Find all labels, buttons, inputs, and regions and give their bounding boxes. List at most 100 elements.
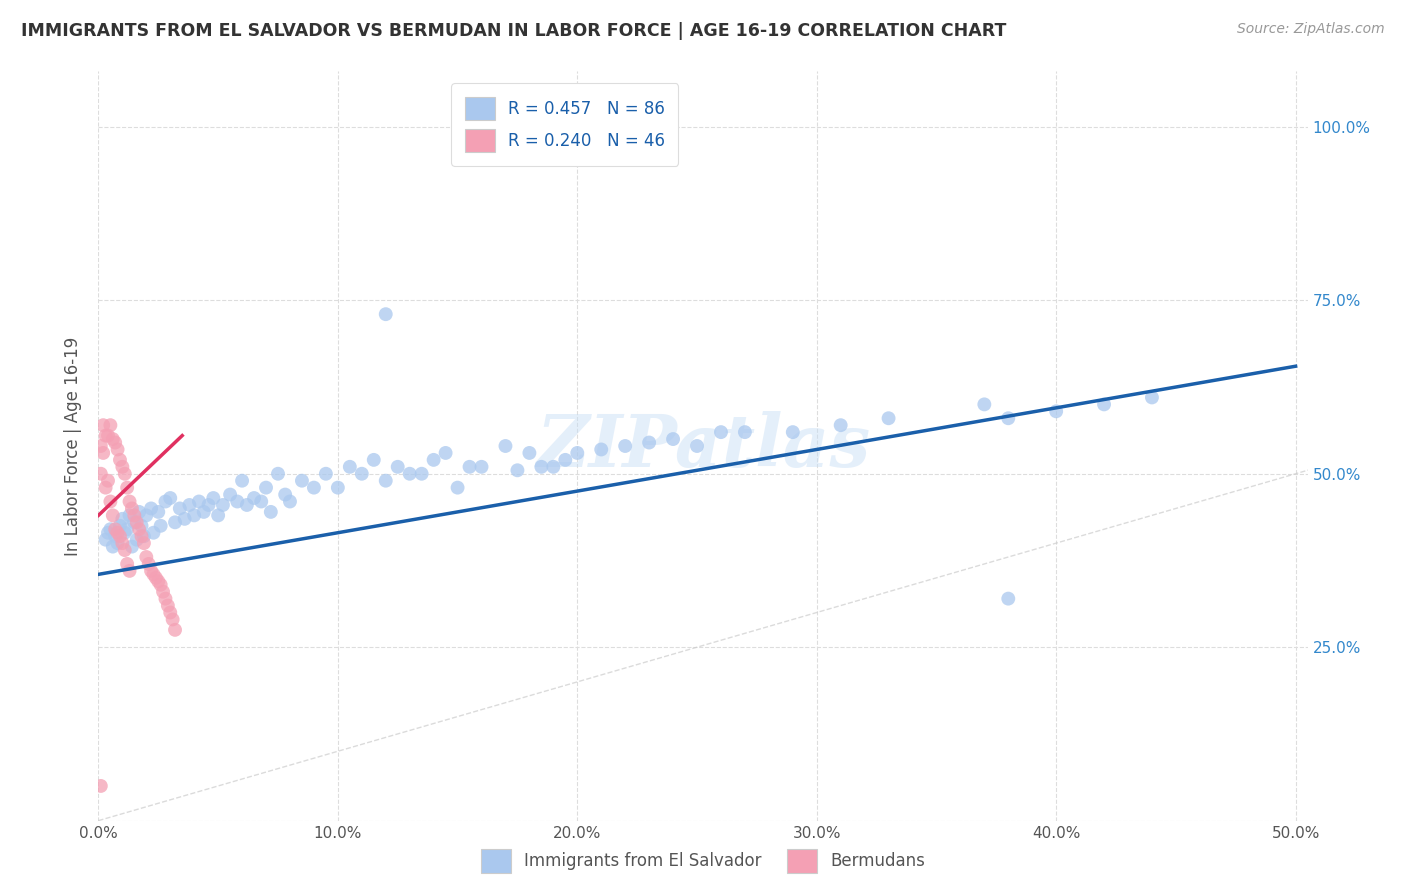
Point — [274, 487, 297, 501]
Point — [135, 549, 157, 564]
Point — [139, 564, 162, 578]
Point — [118, 564, 141, 578]
Point — [530, 459, 553, 474]
Point — [148, 505, 170, 519]
Point — [142, 567, 165, 582]
Point — [155, 494, 177, 508]
Point — [254, 481, 277, 495]
Point — [710, 425, 733, 439]
Point — [91, 446, 114, 460]
Point — [114, 525, 136, 540]
Point — [104, 529, 127, 543]
Point — [662, 432, 685, 446]
Point — [519, 446, 541, 460]
Point — [118, 494, 141, 508]
Point — [212, 498, 235, 512]
Point — [108, 529, 131, 543]
Point — [734, 425, 756, 439]
Point — [139, 501, 162, 516]
Point — [111, 536, 134, 550]
Point — [315, 467, 337, 481]
Point — [278, 494, 301, 508]
Y-axis label: In Labor Force | Age 16-19: In Labor Force | Age 16-19 — [65, 336, 83, 556]
Point — [997, 411, 1019, 425]
Point — [107, 525, 129, 540]
Point — [877, 411, 900, 425]
Point — [434, 446, 457, 460]
Point — [107, 442, 129, 457]
Point — [128, 522, 150, 536]
Point — [250, 494, 273, 508]
Point — [243, 491, 266, 505]
Point — [782, 425, 804, 439]
Point — [543, 459, 565, 474]
Point — [101, 540, 124, 554]
Legend: R = 0.457   N = 86, R = 0.240   N = 46: R = 0.457 N = 86, R = 0.240 N = 46 — [451, 84, 678, 166]
Point — [470, 459, 492, 474]
Point — [138, 557, 160, 571]
Point — [219, 487, 242, 501]
Point — [231, 474, 253, 488]
Point — [125, 516, 148, 530]
Point — [1092, 397, 1115, 411]
Point — [226, 494, 249, 508]
Point — [107, 536, 129, 550]
Point — [387, 459, 409, 474]
Point — [131, 518, 153, 533]
Point — [179, 498, 201, 512]
Point — [398, 467, 420, 481]
Point — [118, 508, 141, 523]
Point — [101, 432, 124, 446]
Point — [638, 435, 661, 450]
Point — [111, 459, 134, 474]
Point — [90, 467, 112, 481]
Text: IMMIGRANTS FROM EL SALVADOR VS BERMUDAN IN LABOR FORCE | AGE 16-19 CORRELATION C: IMMIGRANTS FROM EL SALVADOR VS BERMUDAN … — [21, 22, 1007, 40]
Point — [207, 508, 229, 523]
Point — [115, 522, 138, 536]
Point — [104, 522, 127, 536]
Text: Source: ZipAtlas.com: Source: ZipAtlas.com — [1237, 22, 1385, 37]
Point — [100, 494, 122, 508]
Point — [94, 533, 117, 547]
Point — [554, 453, 576, 467]
Point — [100, 522, 122, 536]
Point — [155, 591, 177, 606]
Point — [135, 508, 157, 523]
Point — [291, 474, 314, 488]
Point — [973, 397, 995, 411]
Point — [94, 481, 117, 495]
Point — [183, 508, 205, 523]
Point — [97, 428, 120, 442]
Point — [302, 481, 325, 495]
Point — [132, 536, 155, 550]
Point — [1140, 391, 1163, 405]
Point — [91, 418, 114, 433]
Point — [149, 578, 172, 592]
Point — [100, 418, 122, 433]
Point — [173, 512, 195, 526]
Point — [159, 606, 181, 620]
Text: ZIPatlas: ZIPatlas — [536, 410, 870, 482]
Point — [1045, 404, 1067, 418]
Point — [567, 446, 589, 460]
Point — [374, 307, 396, 321]
Point — [236, 498, 259, 512]
Point — [94, 428, 117, 442]
Point — [506, 463, 529, 477]
Point — [159, 491, 181, 505]
Point — [148, 574, 170, 589]
Point — [267, 467, 290, 481]
Point — [125, 533, 148, 547]
Point — [132, 529, 155, 543]
Point — [142, 525, 165, 540]
Point — [124, 508, 146, 523]
Point — [124, 516, 146, 530]
Point — [495, 439, 517, 453]
Point — [149, 518, 172, 533]
Point — [591, 442, 613, 457]
Point — [162, 612, 184, 626]
Point — [830, 418, 852, 433]
Point — [260, 505, 283, 519]
Point — [121, 540, 143, 554]
Point — [128, 505, 150, 519]
